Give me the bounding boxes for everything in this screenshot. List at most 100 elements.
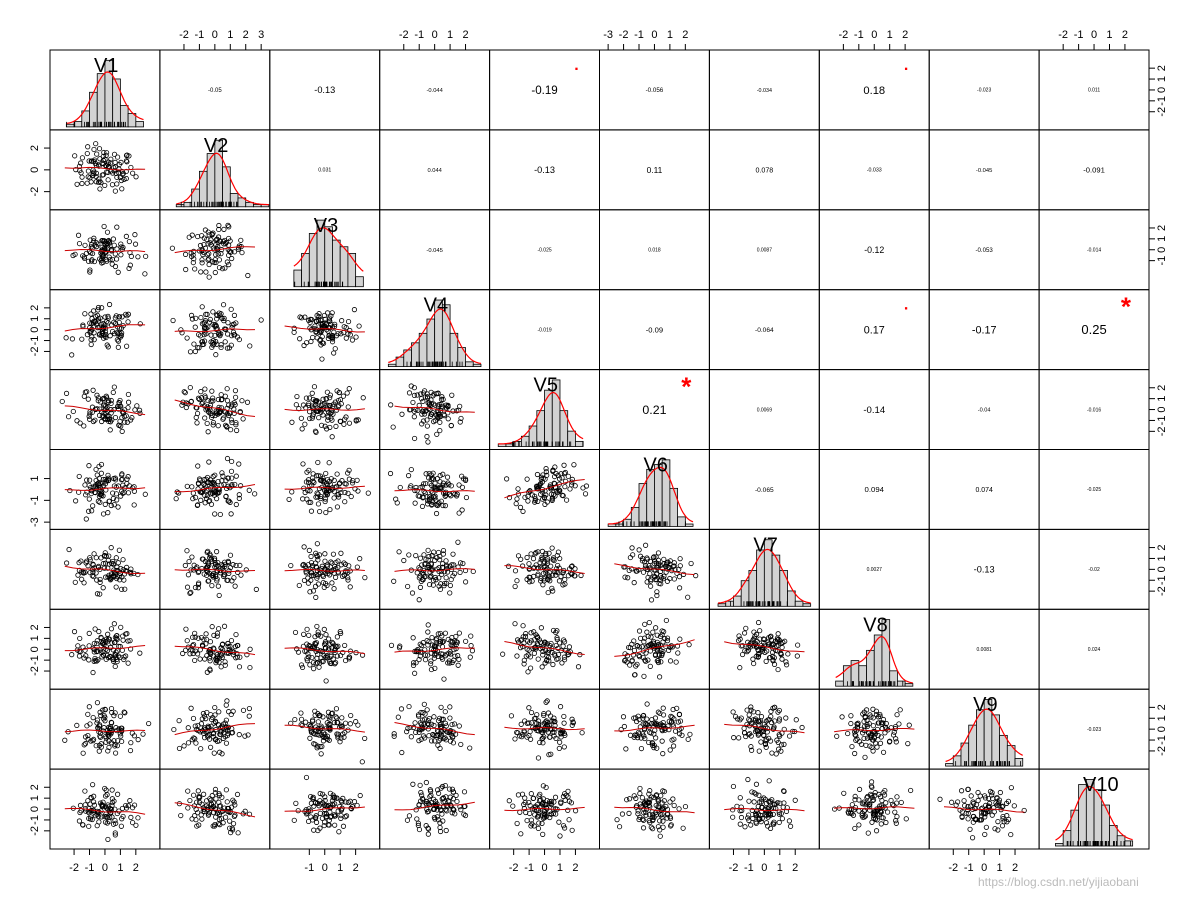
scatter-point-V2-V3 bbox=[238, 237, 244, 243]
scatter-point-V1-V7 bbox=[113, 555, 119, 561]
scatter-point-V2-V6 bbox=[227, 499, 233, 506]
scatter-point-V5-V8 bbox=[541, 642, 547, 648]
scatter-point-V3-V7 bbox=[335, 558, 341, 564]
scatter-point-V4-V6 bbox=[426, 496, 432, 502]
scatter-point-V1-V7 bbox=[91, 551, 97, 557]
scatter-point-V1-V8 bbox=[121, 654, 127, 660]
scatter-point-V1-V7 bbox=[106, 572, 112, 578]
scatter-point-V6-V9 bbox=[632, 715, 639, 721]
scatter-point-V6-V8 bbox=[677, 636, 683, 642]
significance-marker-V1-V5: . bbox=[574, 57, 578, 74]
histogram-bar-V6-10 bbox=[677, 516, 686, 527]
scatter-point-V3-V7 bbox=[288, 562, 294, 569]
scatter-point-V6-V7 bbox=[667, 575, 673, 582]
scatter-point-V6-V9 bbox=[642, 735, 648, 742]
variable-label-V8: V8 bbox=[863, 614, 887, 636]
scatter-point-V1-V8 bbox=[111, 639, 118, 646]
scatter-point-V2-V6 bbox=[236, 461, 242, 467]
histogram-bar-V4-11 bbox=[465, 361, 474, 367]
scatter-point-V4-V7 bbox=[416, 575, 422, 581]
scatter-point-V3-V5 bbox=[306, 400, 312, 407]
scatter-point-V8-V9 bbox=[906, 722, 912, 728]
scatter-point-V1-V7 bbox=[85, 563, 91, 569]
scatter-point-V4-V7 bbox=[417, 584, 424, 590]
scatter-point-V5-V8 bbox=[523, 631, 529, 637]
scatter-point-V6-V9 bbox=[668, 713, 674, 719]
scatter-point-V1-V9 bbox=[81, 742, 87, 748]
scatter-point-V3-V5 bbox=[294, 393, 300, 400]
scatter-point-V4-V8 bbox=[422, 647, 428, 653]
scatter-point-V5-V8 bbox=[542, 639, 548, 645]
scatter-point-V4-V8 bbox=[412, 670, 418, 676]
scatter-point-V4-V8 bbox=[426, 639, 432, 645]
scatter-point-V2-V6 bbox=[226, 498, 232, 504]
scatter-point-V2-V9 bbox=[222, 720, 228, 726]
scatter-point-V3-V6 bbox=[308, 499, 314, 506]
scatter-point-V5-V7 bbox=[526, 574, 532, 580]
scatter-point-V4-V6 bbox=[412, 500, 418, 506]
scatter-point-V1-V6 bbox=[84, 489, 90, 495]
scatter-point-V3-V5 bbox=[327, 395, 333, 401]
scatter-point-V1-V3 bbox=[87, 267, 93, 273]
scatter-point-V3-V10 bbox=[357, 792, 363, 799]
scatter-point-V6-V9 bbox=[651, 742, 657, 749]
scatter-point-V3-V4 bbox=[345, 331, 351, 337]
scatter-point-V2-V9 bbox=[211, 720, 217, 726]
scatter-point-V4-V10 bbox=[428, 792, 434, 798]
scatter-point-V4-V6 bbox=[432, 480, 438, 486]
scatter-point-V1-V7 bbox=[113, 584, 119, 590]
scatter-point-V3-V10 bbox=[310, 794, 316, 800]
scatter-point-V7-V10 bbox=[730, 807, 736, 813]
scatter-point-V6-V8 bbox=[662, 636, 668, 642]
scatter-point-V1-V8 bbox=[114, 636, 120, 642]
scatter-point-V4-V9 bbox=[408, 734, 414, 740]
scatter-point-V6-V9 bbox=[657, 710, 663, 716]
panel-border-r9-c6 bbox=[599, 688, 710, 770]
scatter-point-V1-V6 bbox=[76, 473, 82, 480]
scatter-point-V6-V7 bbox=[658, 562, 664, 568]
scatter-point-V2-V3 bbox=[226, 224, 232, 230]
scatter-point-V1-V8 bbox=[127, 638, 133, 644]
scatter-point-V4-V5 bbox=[417, 391, 424, 397]
scatter-point-V2-V9 bbox=[225, 727, 231, 733]
scatter-point-V3-V8 bbox=[313, 640, 320, 646]
scatter-point-V4-V6 bbox=[430, 470, 436, 476]
scatter-point-V2-V3 bbox=[200, 252, 206, 258]
scatter-point-V4-V5 bbox=[448, 422, 454, 429]
scatter-point-V2-V5 bbox=[232, 394, 239, 400]
scatter-point-V2-V10 bbox=[222, 814, 229, 820]
scatter-point-V4-V10 bbox=[434, 801, 440, 807]
scatter-point-V2-V6 bbox=[173, 496, 179, 502]
scatter-point-V2-V8 bbox=[190, 647, 196, 654]
scatter-point-V3-V10 bbox=[331, 812, 337, 818]
scatter-point-V4-V8 bbox=[434, 635, 440, 642]
scatter-point-V1-V5 bbox=[99, 413, 105, 419]
scatter-point-V3-V10 bbox=[324, 813, 330, 819]
scatter-point-V4-V7 bbox=[455, 539, 461, 545]
scatter-point-V1-V7 bbox=[97, 579, 103, 585]
scatter-point-V1-V2 bbox=[85, 168, 91, 174]
scatter-point-V2-V10 bbox=[215, 821, 221, 827]
scatter-point-V3-V4 bbox=[338, 331, 344, 337]
scatter-point-V7-V8 bbox=[755, 619, 762, 626]
scatter-point-V2-V4 bbox=[198, 314, 204, 321]
scatter-point-V5-V6 bbox=[540, 475, 546, 482]
scatter-point-V1-V8 bbox=[92, 626, 98, 632]
scatter-point-V1-V6 bbox=[97, 488, 104, 494]
scatter-point-V4-V9 bbox=[467, 745, 473, 751]
scatter-point-V2-V4 bbox=[225, 320, 231, 326]
scatter-point-V1-V4 bbox=[115, 338, 122, 344]
scatter-point-V6-V8 bbox=[627, 662, 633, 668]
scatter-point-V3-V7 bbox=[332, 574, 339, 581]
scatter-point-V5-V10 bbox=[568, 800, 575, 806]
scatter-point-V2-V7 bbox=[184, 548, 190, 554]
scatter-point-V1-V5 bbox=[87, 416, 93, 422]
scatter-point-V1-V2 bbox=[74, 181, 80, 187]
scatter-point-V1-V10 bbox=[91, 802, 98, 808]
scatter-point-V6-V7 bbox=[658, 575, 665, 581]
scatter-point-V7-V10 bbox=[738, 814, 745, 821]
scatter-point-V7-V9 bbox=[732, 714, 739, 720]
scatter-point-V2-V4 bbox=[199, 304, 205, 310]
scatter-point-V6-V8 bbox=[644, 643, 650, 650]
scatter-point-V8-V9 bbox=[854, 721, 860, 727]
